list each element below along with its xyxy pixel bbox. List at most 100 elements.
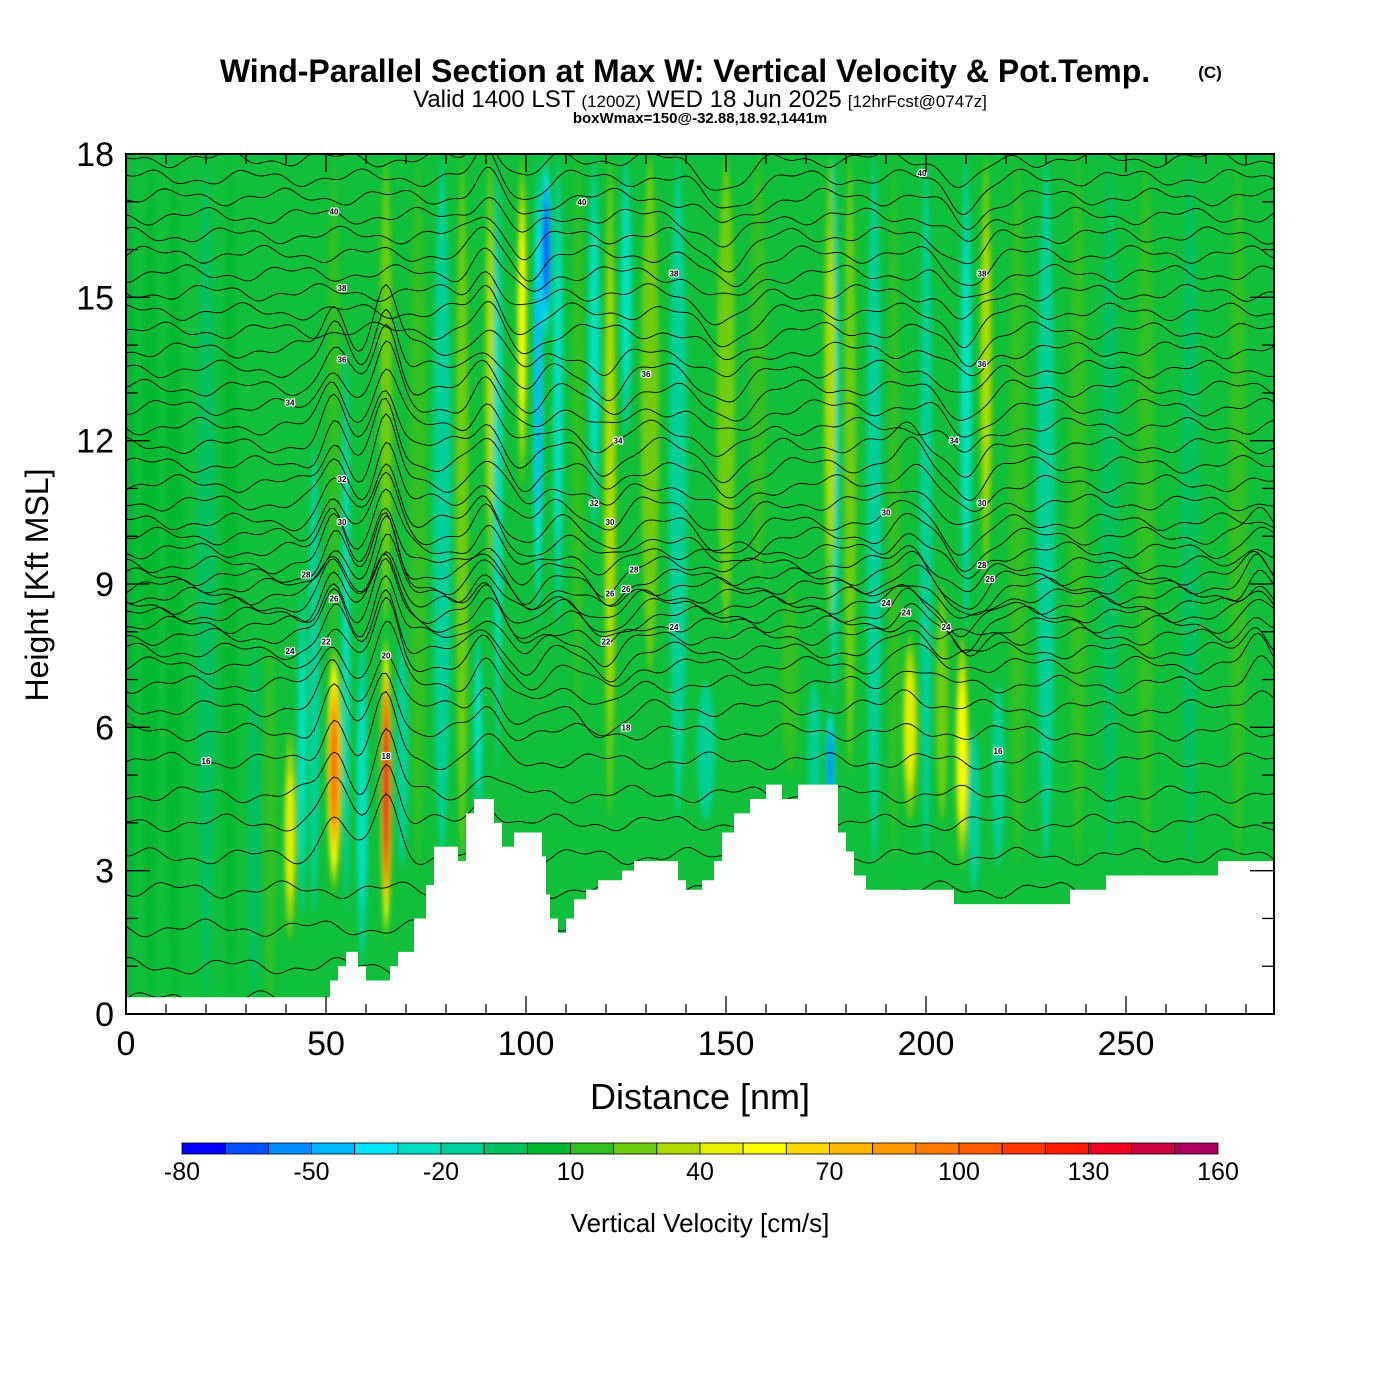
plot-area: 40 40 40 38 38 38 36 36 36 34 34 34 32 32 30 30 30 30 28 28…: [125, 153, 1275, 1015]
contour-label: 32: [338, 475, 347, 484]
contour-label: 34: [950, 437, 959, 446]
contour-label: 24: [882, 599, 891, 608]
velocity-band: [955, 631, 969, 871]
isentrope-line: [126, 154, 1274, 191]
contour-label: 18: [622, 723, 631, 732]
isentrope-line: [126, 690, 1274, 771]
colorbar-swatch: [1131, 1142, 1176, 1155]
colorbar-swatch: [699, 1142, 744, 1155]
x-tick-label: 150: [698, 1025, 755, 1063]
velocity-band: [328, 154, 340, 656]
axis-ticks: [125, 153, 1274, 1015]
terrain-mask: [126, 784, 1274, 1014]
velocity-contour-fill: [669, 154, 687, 823]
contour-label: 30: [978, 499, 987, 508]
velocity-contour-fill: [1069, 154, 1087, 871]
velocity-contour-fill: [888, 154, 900, 871]
y-tick-label: 18: [76, 136, 114, 174]
colorbar-swatch: [440, 1142, 485, 1155]
contour-label: 26: [606, 590, 615, 599]
contour-label: 34: [286, 398, 295, 407]
velocity-contour-fill: [357, 681, 367, 917]
velocity-band: [1037, 154, 1055, 871]
contour-label: 40: [918, 169, 927, 178]
velocity-contour-fill: [572, 154, 584, 728]
contour-label: 36: [978, 360, 987, 369]
velocity-band: [781, 584, 799, 776]
colorbar-tick-label: -50: [293, 1158, 329, 1186]
isentrope-line: [126, 340, 1274, 438]
isentrope-line: [126, 471, 1274, 572]
contour-label: 22: [322, 637, 331, 646]
contour-label: 28: [302, 570, 311, 579]
contour-label: 38: [670, 269, 679, 278]
isentrope-line: [126, 216, 1274, 273]
velocity-band: [936, 584, 948, 823]
y-tick-label: 0: [95, 996, 114, 1034]
chart-title: Wind-Parallel Section at Max W: Vertical…: [220, 53, 1150, 89]
contour-label: 40: [330, 207, 339, 216]
velocity-contour-fill: [957, 685, 967, 817]
isentrope-line: [126, 596, 1274, 691]
velocity-band: [572, 154, 584, 728]
colorbar: [181, 1142, 1219, 1155]
velocity-band: [197, 154, 215, 1014]
colorbar-swatch: [526, 1142, 571, 1155]
chart-subtitle: Valid 1400 LST (1200Z) WED 18 Jun 2025 [12h…: [413, 86, 987, 113]
subtitle-valid: Valid 1400 LST: [413, 86, 576, 113]
y-tick-label: 3: [95, 853, 114, 891]
contour-label: 26: [330, 594, 339, 603]
velocity-contour-fill: [827, 732, 833, 795]
isentrope-line: [126, 574, 1274, 668]
isentrope-line: [126, 533, 1274, 619]
colorbar-swatch: [958, 1142, 1003, 1155]
velocity-contour-fill: [409, 154, 427, 871]
velocity-band: [1137, 154, 1155, 871]
isentrope-line: [126, 672, 1274, 742]
colorbar-swatch: [483, 1142, 528, 1155]
y-axis-label: Height [Kft MSL]: [19, 469, 55, 702]
isentrope-line: [126, 413, 1274, 512]
isentrope-line: [126, 550, 1274, 638]
subtitle-date: WED 18 Jun 2025: [647, 86, 842, 113]
velocity-contour-fill: [329, 707, 339, 829]
velocity-band: [380, 631, 392, 943]
y-tick-label: 15: [76, 279, 114, 317]
x-tick-label: 0: [117, 1025, 136, 1063]
colorbar-tick-label: 70: [816, 1158, 844, 1186]
isentrope-line: [126, 397, 1274, 501]
isentrope-line: [126, 196, 1274, 248]
colorbar-swatch: [570, 1142, 615, 1155]
x-tick-label: 250: [1098, 1025, 1155, 1063]
contour-label: 28: [630, 566, 639, 575]
isentrope-line: [126, 654, 1274, 738]
y-axis: 0 3 6 9 12 15 18: [76, 136, 114, 1034]
isentrope-line: [126, 154, 1274, 216]
x-axis: 0 50 100 150 200 250: [117, 1025, 1155, 1063]
velocity-contour-fill: [535, 261, 541, 525]
contour-label: 32: [590, 499, 599, 508]
velocity-band: [433, 154, 451, 871]
contour-label: 28: [978, 561, 987, 570]
velocity-band: [620, 154, 632, 441]
x-axis-label: Distance [nm]: [590, 1076, 810, 1117]
velocity-contour-fill: [905, 670, 915, 785]
isentrope-line: [126, 271, 1274, 326]
isentrope-line: [126, 507, 1274, 598]
x-tick-label: 200: [898, 1025, 955, 1063]
colorbar-swatch: [656, 1142, 701, 1155]
velocity-band: [356, 631, 368, 967]
contour-label: 38: [338, 284, 347, 293]
velocity-band: [517, 154, 527, 489]
velocity-contour-fill: [920, 154, 932, 871]
velocity-band: [485, 154, 495, 584]
isentrope-line: [126, 284, 1274, 348]
velocity-band: [920, 154, 932, 871]
subtitle-forecast: [12hrFcst@0747z]: [848, 92, 987, 111]
contour-label: 34: [614, 437, 623, 446]
contour-labels: 40 40 40 38 38 38 36 36 36 34 34 34 32 32 30 30 30 30 28 28…: [200, 168, 1004, 767]
isentrope-line: [126, 793, 1274, 866]
velocity-band: [284, 727, 296, 943]
velocity-band: [717, 154, 735, 632]
contour-label: 16: [202, 757, 211, 766]
